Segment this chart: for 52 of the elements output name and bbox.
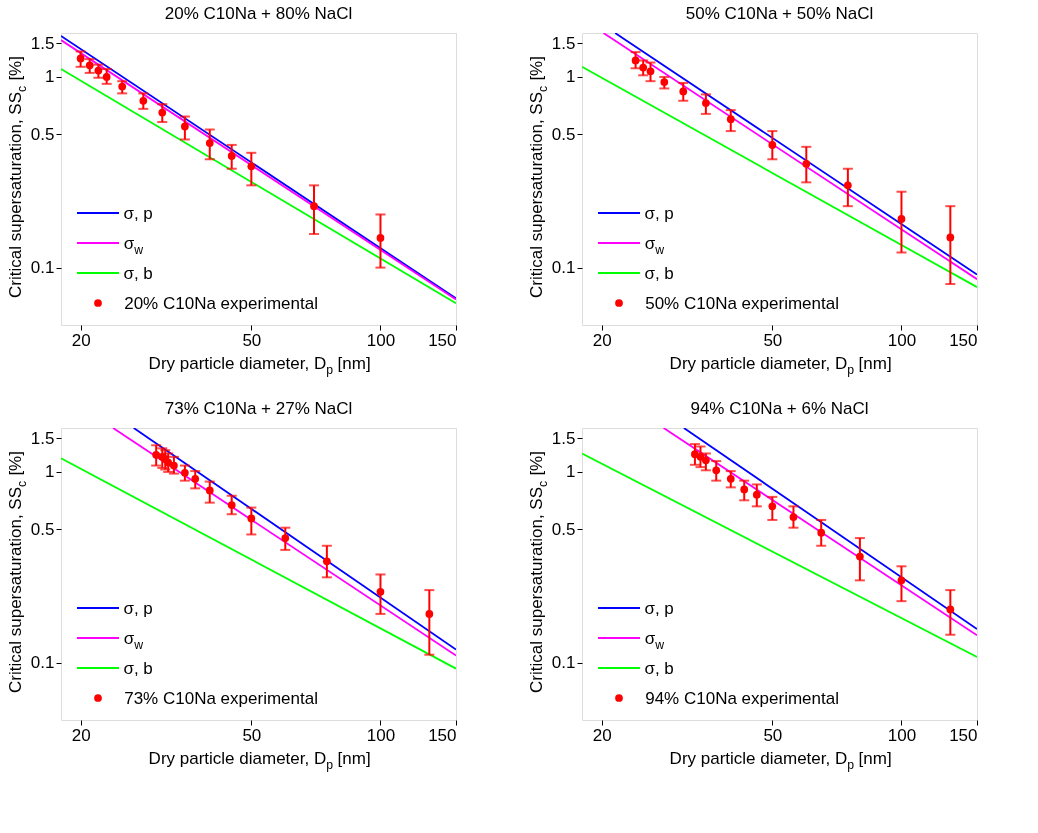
legend-label: σ, p xyxy=(644,599,674,618)
y-tick-label: 0.5 xyxy=(551,519,576,539)
legend-label: 20% C10Na experimental xyxy=(124,294,318,313)
legend-label: σ, p xyxy=(123,599,153,618)
x-tick-label: 50 xyxy=(242,725,262,745)
chart-title: 50% C10Na + 50% NaCl xyxy=(685,4,874,23)
x-tick-label: 150 xyxy=(949,330,978,350)
y-tick-label: 0.1 xyxy=(551,258,576,278)
legend-label: 73% C10Na experimental xyxy=(124,689,318,708)
legend-label: σ, b xyxy=(644,264,674,283)
y-axis-title: Critical supersaturation, SSc [%] xyxy=(6,451,30,693)
y-tick-label: 0.1 xyxy=(551,653,576,673)
y-tick-label: 0.1 xyxy=(30,653,55,673)
y-tick-label: 1.5 xyxy=(30,428,55,448)
chart-title: 20% C10Na + 80% NaCl xyxy=(164,4,353,23)
x-tick-label: 150 xyxy=(949,725,978,745)
x-tick-label: 50 xyxy=(763,725,783,745)
legend-label: σ, p xyxy=(123,204,153,223)
legend-label: σ, b xyxy=(123,659,153,678)
x-tick-label: 100 xyxy=(887,725,917,745)
x-tick-label: 20 xyxy=(592,725,612,745)
x-tick-label: 100 xyxy=(366,330,396,350)
legend-label: 94% C10Na experimental xyxy=(645,689,839,708)
x-tick-label: 20 xyxy=(71,330,91,350)
legend-label: σ, b xyxy=(123,264,153,283)
y-tick-label: 1 xyxy=(566,462,576,482)
x-tick-label: 150 xyxy=(428,330,457,350)
y-tick-label: 0.5 xyxy=(30,124,55,144)
x-tick-label: 50 xyxy=(242,330,262,350)
y-tick-label: 1.5 xyxy=(30,33,55,53)
y-tick-label: 1.5 xyxy=(551,428,576,448)
x-tick-label: 100 xyxy=(366,725,396,745)
legend-label: σ, b xyxy=(644,659,674,678)
y-tick-label: 1.5 xyxy=(551,33,576,53)
y-tick-label: 0.5 xyxy=(551,124,576,144)
y-axis-title: Critical supersaturation, SSc [%] xyxy=(527,451,551,693)
legend-label: σ, p xyxy=(644,204,674,223)
y-axis-title: Critical supersaturation, SSc [%] xyxy=(527,56,551,298)
x-tick-label: 20 xyxy=(71,725,91,745)
x-tick-label: 150 xyxy=(428,725,457,745)
legend-label: 50% C10Na experimental xyxy=(645,294,839,313)
y-tick-label: 1 xyxy=(45,462,55,482)
chart-title: 94% C10Na + 6% NaCl xyxy=(690,399,869,418)
x-tick-label: 50 xyxy=(763,330,783,350)
y-tick-label: 1 xyxy=(45,67,55,87)
y-tick-label: 0.5 xyxy=(30,519,55,539)
x-tick-label: 20 xyxy=(592,330,612,350)
chart-title: 73% C10Na + 27% NaCl xyxy=(164,399,353,418)
y-axis-title: Critical supersaturation, SSc [%] xyxy=(6,56,30,298)
x-tick-label: 100 xyxy=(887,330,917,350)
y-tick-label: 1 xyxy=(566,67,576,87)
y-tick-label: 0.1 xyxy=(30,258,55,278)
